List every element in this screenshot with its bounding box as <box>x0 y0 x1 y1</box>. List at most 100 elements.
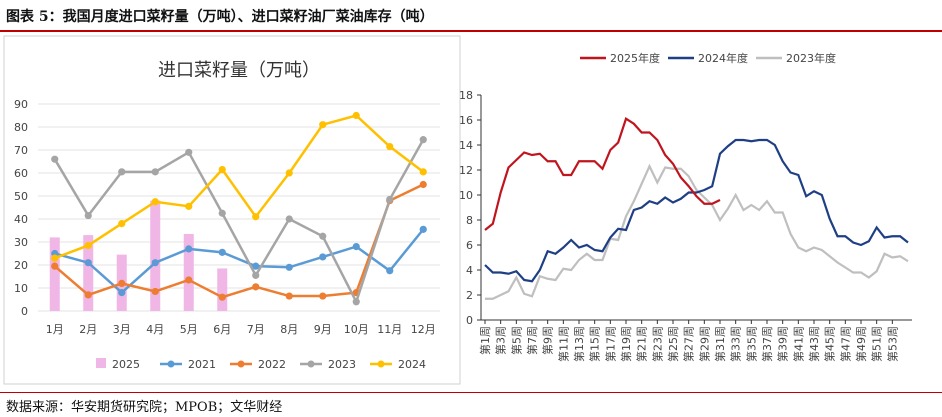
x-tick-label: 第19周 <box>619 326 633 362</box>
data-point-2022 <box>185 276 193 284</box>
data-point-2024 <box>419 168 427 176</box>
data-point-2023 <box>319 232 327 240</box>
header-divider <box>0 30 942 32</box>
footer-divider <box>0 392 942 393</box>
data-point-2023 <box>252 271 260 279</box>
data-point-2021 <box>84 259 92 267</box>
x-tick-label: 1月 <box>46 323 64 336</box>
legend-label: 2023年度 <box>786 51 836 65</box>
bar-2025 <box>183 233 194 311</box>
x-tick-label: 第41周 <box>791 326 805 362</box>
y-tick-label: 80 <box>14 121 28 134</box>
figure-title: 图表 5：我国月度进口菜籽量（万吨）、进口菜籽油厂菜油库存（吨） <box>6 9 434 25</box>
series-line-2023 <box>53 139 425 306</box>
data-point-2024 <box>319 121 327 129</box>
data-point-2024 <box>252 213 260 221</box>
x-tick-label: 第37周 <box>760 326 774 362</box>
series-line-2022 <box>53 183 424 299</box>
y-tick-label: 70 <box>14 144 28 157</box>
x-tick-label: 第11周 <box>556 326 570 362</box>
x-tick-label: 第23周 <box>650 326 664 362</box>
x-tick-label: 7月 <box>247 323 265 336</box>
data-point-2024 <box>185 202 193 210</box>
data-point-2021 <box>185 245 193 253</box>
x-tick-label: 9月 <box>314 323 332 336</box>
x-tick-label: 第3周 <box>494 326 508 355</box>
legend-label: 2024年度 <box>698 51 748 65</box>
series-line-2025年度 <box>484 117 721 231</box>
legend-marker <box>377 360 385 368</box>
y-tick-label: 12 <box>459 164 473 177</box>
y-tick-label: 16 <box>459 114 473 127</box>
data-point-2024 <box>118 220 126 228</box>
data-point-2022 <box>319 292 327 300</box>
x-tick-label: 2月 <box>79 323 97 336</box>
bar-2025 <box>49 237 60 311</box>
data-point-2023 <box>386 195 394 204</box>
x-tick-label: 第35周 <box>744 326 758 362</box>
data-point-2021 <box>218 248 226 256</box>
y-tick-label: 2 <box>466 289 473 302</box>
x-tick-label: 第29周 <box>697 326 711 362</box>
chart-frame <box>3 35 461 385</box>
x-tick-label: 第25周 <box>666 326 680 362</box>
data-point-2023 <box>84 211 92 220</box>
data-point-2024 <box>151 198 159 206</box>
data-point-2021 <box>118 289 126 297</box>
legend-label: 2021 <box>188 358 216 371</box>
data-point-2024 <box>285 169 293 177</box>
x-tick-label: 第17周 <box>603 326 617 362</box>
x-tick-label: 6月 <box>213 323 231 336</box>
x-tick-label: 8月 <box>280 323 298 336</box>
series-line-2024 <box>54 114 425 260</box>
data-point-2024 <box>51 254 59 262</box>
data-point-2022 <box>218 293 226 301</box>
legend-swatch <box>96 358 106 368</box>
data-point-2021 <box>419 225 427 233</box>
data-point-2024 <box>386 142 394 151</box>
x-tick-label: 第21周 <box>635 326 649 362</box>
data-point-2021 <box>285 263 293 271</box>
y-tick-label: 0 <box>21 305 28 318</box>
x-tick-label: 5月 <box>180 323 198 336</box>
x-tick-label: 第45周 <box>823 326 837 362</box>
data-point-2021 <box>319 253 327 261</box>
data-point-2021 <box>386 267 394 275</box>
chart-title: 进口菜籽量（万吨） <box>158 60 320 81</box>
data-point-2024 <box>84 241 92 250</box>
data-point-2023 <box>352 298 360 306</box>
y-tick-label: 10 <box>459 189 473 202</box>
y-tick-label: 10 <box>14 282 28 295</box>
data-point-2022 <box>419 180 427 189</box>
series-line-2024年度 <box>484 138 909 283</box>
figure-header: 图表 5：我国月度进口菜籽量（万吨）、进口菜籽油厂菜油库存（吨） <box>0 0 942 34</box>
x-tick-label: 第5周 <box>509 326 523 355</box>
x-tick-label: 第1周 <box>478 326 492 355</box>
data-point-2024 <box>352 111 360 120</box>
y-tick-label: 40 <box>14 213 28 226</box>
legend-label: 2023 <box>328 358 356 371</box>
source-note: 数据来源：华安期货研究院；MPOB；文华财经 <box>6 400 283 415</box>
x-tick-label: 第7周 <box>525 326 539 355</box>
data-point-2022 <box>51 262 59 270</box>
y-tick-label: 14 <box>459 139 473 152</box>
y-tick-label: 18 <box>459 89 473 102</box>
data-point-2023 <box>285 215 293 223</box>
x-tick-label: 第51周 <box>870 326 884 362</box>
legend-marker <box>307 360 315 368</box>
y-tick-label: 60 <box>14 167 28 180</box>
y-tick-label: 6 <box>466 239 473 252</box>
x-tick-label: 第53周 <box>885 326 899 362</box>
data-point-2021 <box>252 262 260 270</box>
y-tick-label: 90 <box>14 98 28 111</box>
y-tick-label: 4 <box>466 264 473 277</box>
series-line-2023年度 <box>485 163 909 300</box>
series-line-2021 <box>54 228 425 295</box>
x-tick-label: 第15周 <box>588 326 602 362</box>
legend-label: 2025年度 <box>610 51 660 65</box>
x-tick-label: 4月 <box>146 323 164 336</box>
x-tick-label: 第33周 <box>729 326 743 362</box>
y-tick-label: 30 <box>14 236 28 249</box>
